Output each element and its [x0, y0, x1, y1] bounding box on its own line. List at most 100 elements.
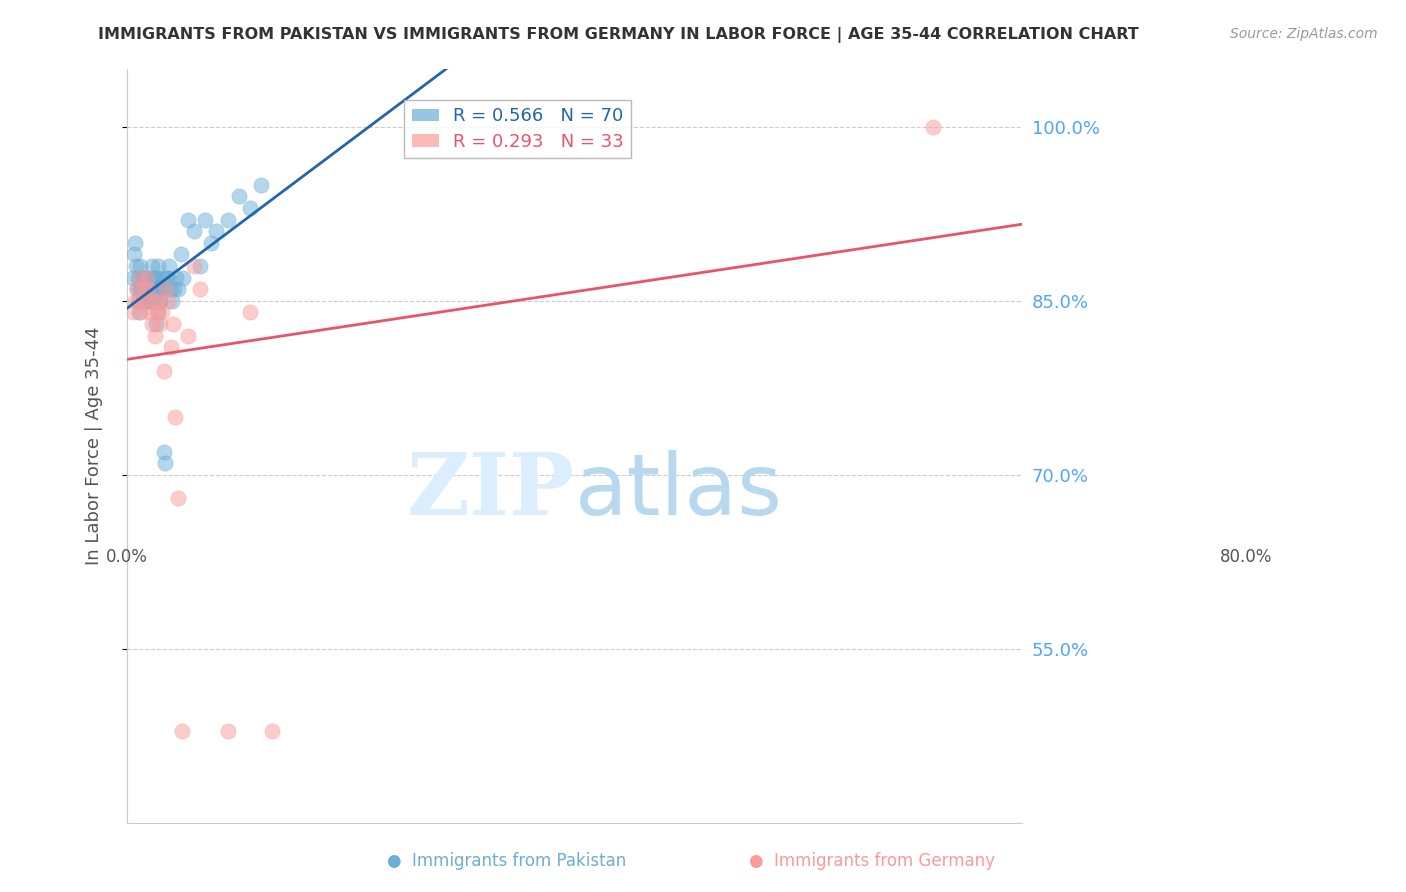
Point [148, 293, 170, 308]
Point [194, 212, 217, 227]
Point [128, 293, 150, 308]
Text: 0.0%: 0.0% [105, 548, 148, 566]
Point [160, 293, 183, 308]
Legend: R = 0.566   N = 70, R = 0.293   N = 33: R = 0.566 N = 70, R = 0.293 N = 33 [405, 100, 631, 158]
Point [217, 212, 239, 227]
Point [149, 317, 172, 331]
Point [136, 282, 159, 296]
Point [217, 723, 239, 738]
Point [146, 282, 169, 296]
Point [205, 224, 228, 238]
Point [163, 282, 186, 296]
Point [150, 270, 173, 285]
Point [141, 259, 163, 273]
Point [153, 363, 176, 377]
Y-axis label: In Labor Force | Age 35-44: In Labor Force | Age 35-44 [86, 326, 103, 566]
Point [131, 293, 153, 308]
Point [153, 457, 176, 471]
Point [921, 120, 943, 134]
Point [131, 270, 153, 285]
Point [149, 282, 172, 296]
Text: ●  Immigrants from Pakistan: ● Immigrants from Pakistan [387, 852, 626, 870]
Point [165, 270, 187, 285]
Point [143, 270, 166, 285]
Point [143, 293, 166, 308]
Point [129, 259, 152, 273]
Point [149, 293, 172, 308]
Point [145, 282, 167, 296]
Point [150, 305, 173, 319]
Point [159, 340, 181, 354]
Point [131, 305, 153, 319]
Point [146, 305, 169, 319]
Point [250, 178, 273, 192]
Text: atlas: atlas [575, 450, 783, 533]
Point [156, 270, 179, 285]
Point [138, 305, 160, 319]
Point [239, 305, 262, 319]
Text: Source: ZipAtlas.com: Source: ZipAtlas.com [1230, 27, 1378, 41]
Point [125, 282, 148, 296]
Point [138, 282, 160, 296]
Point [121, 305, 143, 319]
Point [188, 259, 211, 273]
Point [131, 270, 153, 285]
Point [139, 293, 162, 308]
Point [136, 293, 159, 308]
Point [134, 293, 156, 308]
Point [148, 305, 170, 319]
Point [142, 293, 165, 308]
Point [136, 270, 159, 285]
Point [183, 259, 205, 273]
Point [200, 235, 222, 250]
Point [167, 491, 190, 506]
Point [157, 293, 180, 308]
Point [141, 270, 163, 285]
Text: 80.0%: 80.0% [1220, 548, 1272, 566]
Point [228, 189, 250, 203]
Point [172, 270, 194, 285]
Point [142, 293, 165, 308]
Text: ●  Immigrants from Germany: ● Immigrants from Germany [749, 852, 994, 870]
Point [142, 282, 165, 296]
Point [121, 270, 143, 285]
Point [169, 247, 191, 261]
Point [145, 317, 167, 331]
Point [124, 235, 146, 250]
Point [122, 247, 145, 261]
Point [131, 282, 153, 296]
Point [125, 282, 148, 296]
Point [177, 328, 200, 343]
Point [136, 282, 159, 296]
Text: ZIP: ZIP [406, 450, 575, 533]
Point [127, 293, 149, 308]
Point [125, 259, 148, 273]
Point [132, 282, 155, 296]
Point [262, 723, 284, 738]
Point [132, 282, 155, 296]
Point [128, 305, 150, 319]
Point [167, 282, 190, 296]
Point [136, 270, 159, 285]
Point [155, 282, 177, 296]
Point [239, 201, 262, 215]
Point [153, 445, 176, 459]
Point [134, 293, 156, 308]
Point [134, 270, 156, 285]
Point [138, 293, 160, 308]
Point [135, 282, 157, 296]
Point [159, 259, 181, 273]
Point [124, 293, 146, 308]
Point [141, 317, 163, 331]
Point [129, 270, 152, 285]
Point [143, 328, 166, 343]
Point [129, 282, 152, 296]
Point [142, 270, 165, 285]
Point [135, 270, 157, 285]
Point [148, 293, 170, 308]
Point [142, 282, 165, 296]
Point [162, 317, 184, 331]
Point [148, 259, 170, 273]
Point [139, 282, 162, 296]
Point [146, 270, 169, 285]
